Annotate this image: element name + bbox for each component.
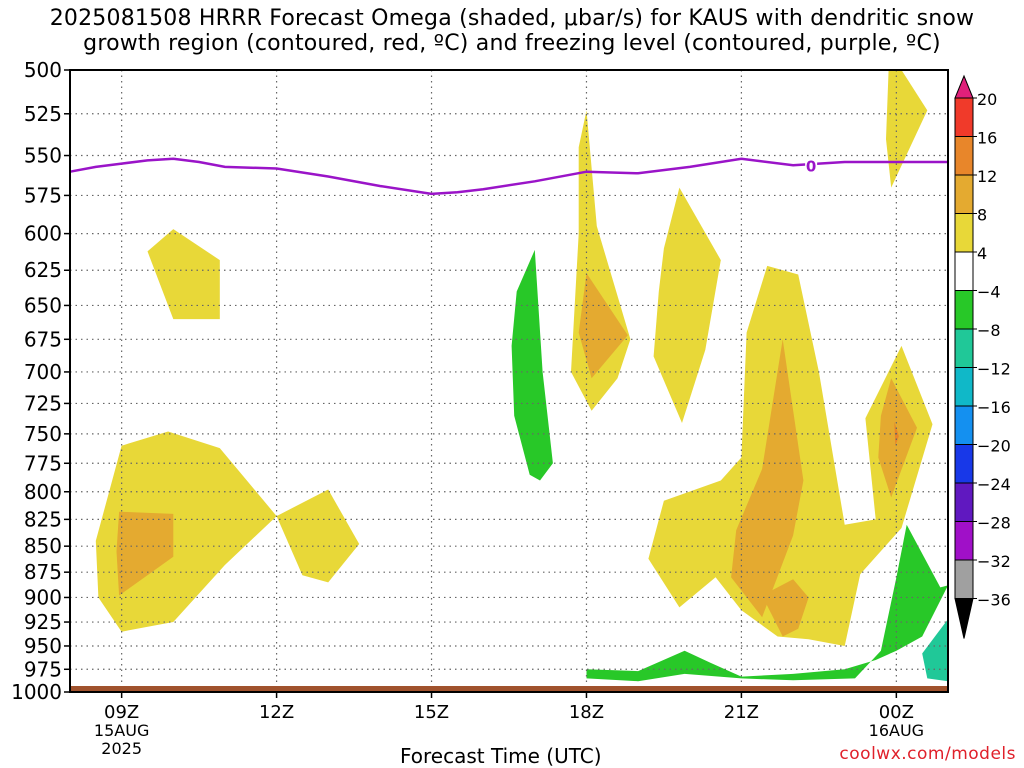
colorbar-bin-1 — [954, 97, 974, 137]
colorbar-label-8: −16 — [977, 398, 1011, 417]
omega-region-3 — [276, 489, 360, 583]
y-tick-label-825: 825 — [24, 507, 62, 531]
y-tick-label-700: 700 — [24, 360, 62, 384]
y-tick-label-775: 775 — [24, 451, 62, 475]
colorbar-top-arrow — [954, 74, 974, 99]
y-tick-label-975: 975 — [24, 657, 62, 681]
colorbar-label-1: 16 — [977, 129, 997, 148]
x-axis-label: Forecast Time (UTC) — [400, 744, 602, 768]
x-tick-label-15-0: 15Z — [414, 702, 449, 723]
y-tick-label-675: 675 — [24, 327, 62, 351]
y-axis: 500 525 550 575 600 625 650 675 700 725 750 775 800 8… — [11, 58, 70, 704]
colorbar-bin-8 — [954, 367, 974, 407]
omega-region-15 — [586, 524, 948, 682]
colorbar-label-6: −8 — [977, 321, 1001, 340]
x-tick-label-12-0: 12Z — [259, 702, 294, 723]
colorbar-bin-7 — [954, 328, 974, 368]
colorbar-bin-12 — [954, 521, 974, 561]
freezing-level-label-bg — [805, 157, 818, 174]
omega-region-6 — [578, 273, 628, 379]
colorbar-label-7: −12 — [977, 360, 1011, 379]
colorbar-label-2: 12 — [977, 167, 997, 186]
colorbar-bin-6 — [954, 290, 974, 330]
y-tick-label-525: 525 — [24, 102, 62, 126]
y-tick-label-875: 875 — [24, 560, 62, 584]
colorbar-label-4: 4 — [977, 244, 987, 263]
x-tick-label-9-0: 09Z — [104, 702, 139, 723]
colorbar-label-0: 20 — [977, 90, 997, 109]
colorbar-bin-5 — [954, 251, 974, 291]
chart-title: 2025081508 HRRR Forecast Omega (shaded, … — [0, 6, 1024, 56]
y-tick-label-725: 725 — [24, 391, 62, 415]
y-tick-label-1000: 1000 — [11, 680, 62, 704]
omega-region-9 — [731, 339, 804, 618]
y-tick-label-500: 500 — [24, 58, 62, 82]
colorbar: 20 16 12 8 4 −4 −8 −12 −16 −20 −24 −28 −32 −36 — [954, 74, 1011, 639]
omega-region-14 — [511, 249, 553, 481]
freezing-level: 0 — [69, 157, 948, 196]
omega-region-2 — [95, 431, 277, 632]
omega-region-16 — [922, 619, 948, 682]
y-tick-label-950: 950 — [24, 634, 62, 658]
surface-strip — [70, 686, 948, 692]
x-tick-label-9-2: 2025 — [101, 739, 142, 758]
colorbar-label-9: −20 — [977, 437, 1011, 456]
credit-link[interactable]: coolwx.com/models — [839, 744, 1016, 764]
colorbar-label-5: −4 — [977, 283, 1001, 302]
y-tick-label-800: 800 — [24, 480, 62, 504]
y-tick-label-625: 625 — [24, 258, 62, 282]
freezing-level-label: 0 — [806, 157, 816, 175]
omega-region-13 — [886, 70, 928, 188]
colorbar-label-12: −32 — [977, 552, 1011, 571]
y-tick-label-925: 925 — [24, 610, 62, 634]
colorbar-label-13: −36 — [977, 591, 1011, 610]
x-tick-label-9-1: 15AUG — [94, 721, 149, 740]
y-tick-label-850: 850 — [24, 534, 62, 558]
colorbar-label-11: −28 — [977, 514, 1011, 533]
x-tick-label-24-1: 16AUG — [869, 721, 924, 740]
x-tick-label-24-0: 00Z — [879, 702, 914, 723]
y-tick-label-900: 900 — [24, 585, 62, 609]
colorbar-bin-13 — [954, 559, 974, 599]
omega-shading — [95, 70, 948, 682]
y-tick-label-550: 550 — [24, 144, 62, 168]
colorbar-label-10: −24 — [977, 475, 1011, 494]
plot-frame — [69, 69, 949, 693]
surface-bar — [70, 686, 948, 692]
omega-region-1 — [147, 229, 220, 320]
x-tick-label-21-0: 21Z — [724, 702, 759, 723]
y-tick-label-575: 575 — [24, 183, 62, 207]
y-tick-label-600: 600 — [24, 222, 62, 246]
colorbar-label-3: 8 — [977, 206, 987, 225]
x-tick-label-18-0: 18Z — [569, 702, 604, 723]
title-line-1: 2025081508 HRRR Forecast Omega (shaded, … — [49, 6, 975, 31]
colorbar-bottom-arrow — [954, 598, 974, 639]
colorbar-bin-3 — [954, 174, 974, 214]
freezing-level-line — [69, 157, 948, 196]
colorbar-bin-10 — [954, 444, 974, 484]
colorbar-bin-4 — [954, 213, 974, 253]
colorbar-bin-2 — [954, 136, 974, 176]
y-tick-label-650: 650 — [24, 293, 62, 317]
colorbar-bin-11 — [954, 482, 974, 522]
y-tick-label-750: 750 — [24, 422, 62, 446]
colorbar-bin-9 — [954, 405, 974, 445]
omega-region-4 — [116, 511, 174, 596]
title-line-2: growth region (contoured, red, ºC) and f… — [83, 31, 941, 56]
grid — [70, 70, 948, 692]
